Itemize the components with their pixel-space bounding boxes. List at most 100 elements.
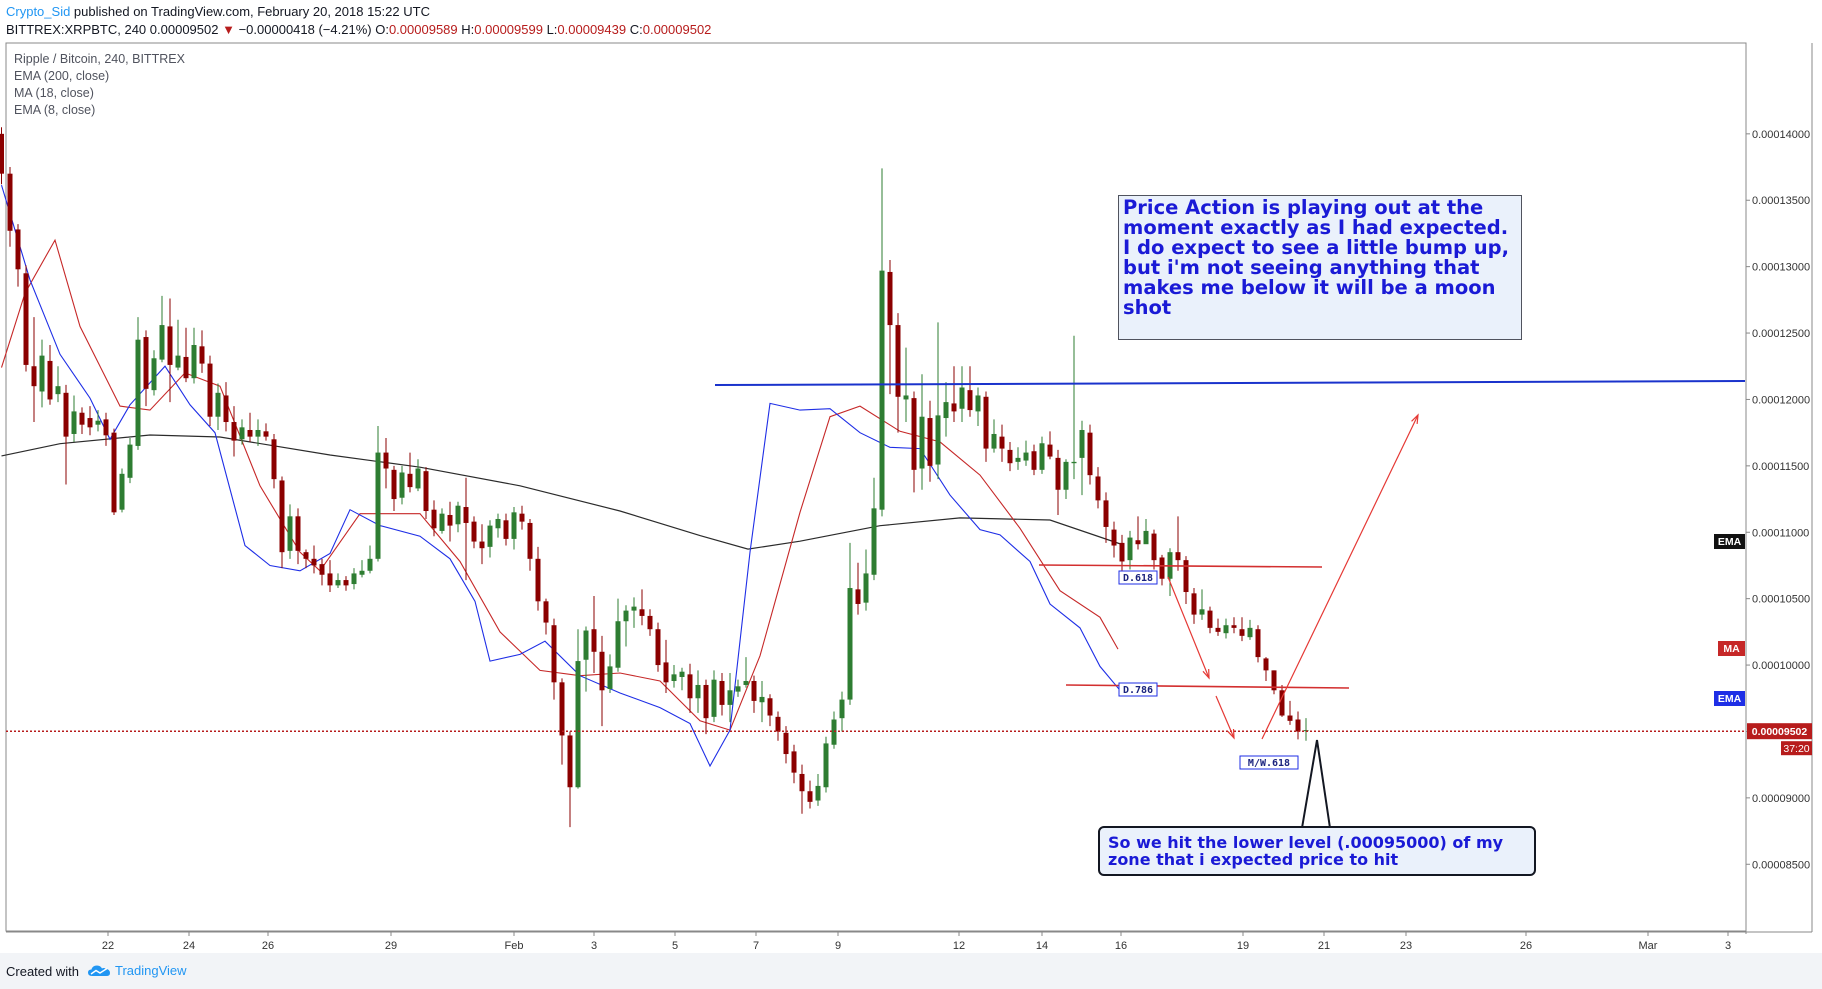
candle[interactable] [759, 680, 765, 723]
candle[interactable] [391, 465, 397, 512]
tradingview-link[interactable]: TradingView [87, 963, 187, 978]
candle[interactable] [1079, 420, 1085, 496]
candle[interactable] [455, 501, 461, 533]
candle[interactable] [1143, 518, 1149, 545]
candle[interactable] [367, 545, 373, 574]
candle[interactable] [23, 265, 29, 372]
candle[interactable] [1111, 521, 1117, 558]
candle[interactable] [159, 295, 165, 363]
candle[interactable] [655, 622, 661, 672]
candle[interactable] [39, 339, 45, 408]
candle[interactable] [839, 691, 845, 732]
candle[interactable] [1247, 619, 1253, 640]
candle[interactable] [1087, 424, 1093, 485]
candle[interactable] [327, 560, 333, 593]
candle[interactable] [863, 549, 869, 611]
candle[interactable] [1271, 670, 1277, 695]
candle[interactable] [335, 573, 341, 589]
candle[interactable] [1255, 625, 1261, 663]
candle[interactable] [575, 629, 581, 789]
candle[interactable] [959, 366, 965, 423]
candle[interactable] [63, 384, 69, 485]
candle[interactable] [727, 673, 733, 723]
candle[interactable] [983, 391, 989, 462]
candle[interactable] [503, 513, 509, 546]
candle[interactable] [847, 542, 853, 705]
candle[interactable] [1279, 684, 1285, 717]
candle[interactable] [631, 597, 637, 628]
candle[interactable] [127, 437, 133, 484]
candle[interactable] [271, 433, 277, 489]
candle[interactable] [1207, 606, 1213, 634]
projection-arrow-up[interactable] [1261, 413, 1419, 740]
candle[interactable] [167, 298, 173, 403]
candle[interactable] [927, 400, 933, 482]
candle[interactable] [911, 391, 917, 493]
candle[interactable] [567, 731, 573, 828]
candle[interactable] [791, 744, 797, 784]
candle[interactable] [535, 546, 541, 611]
candle[interactable] [975, 387, 981, 427]
candle[interactable] [583, 626, 589, 692]
candle[interactable] [351, 568, 357, 590]
candle[interactable] [1015, 447, 1021, 470]
candle[interactable] [1199, 589, 1205, 620]
candle[interactable] [279, 476, 285, 569]
candle[interactable] [783, 726, 789, 764]
candle[interactable] [15, 224, 21, 287]
candle[interactable] [1071, 335, 1077, 480]
candle[interactable] [135, 317, 141, 450]
candle[interactable] [647, 609, 653, 636]
candle[interactable] [479, 524, 485, 565]
candle[interactable] [1095, 467, 1101, 509]
candle[interactable] [799, 764, 805, 814]
candle[interactable] [239, 419, 245, 445]
ma18-line[interactable] [0, 238, 1119, 731]
candle[interactable] [303, 549, 309, 569]
current-price-tag[interactable]: 0.00009502 [1747, 723, 1812, 740]
candle[interactable] [1047, 431, 1053, 460]
candle[interactable] [359, 560, 365, 578]
candle[interactable] [1103, 492, 1109, 543]
candle[interactable] [687, 663, 693, 713]
candle[interactable] [1055, 449, 1061, 515]
chart-pane[interactable] [5, 42, 1747, 932]
candle[interactable] [1151, 529, 1157, 570]
candle[interactable] [1263, 657, 1269, 681]
candle[interactable] [407, 452, 413, 493]
candle[interactable] [431, 500, 437, 537]
candle[interactable] [1127, 530, 1133, 570]
candle[interactable] [1063, 459, 1069, 500]
candle[interactable] [711, 670, 717, 723]
candle[interactable] [679, 667, 685, 691]
candle[interactable] [247, 412, 253, 442]
candle[interactable] [103, 412, 109, 446]
candle[interactable] [47, 344, 53, 405]
candle[interactable] [151, 350, 157, 396]
candle[interactable] [495, 513, 501, 538]
candle[interactable] [719, 673, 725, 716]
candle[interactable] [671, 665, 677, 688]
candle[interactable] [439, 508, 445, 534]
candle[interactable] [615, 598, 621, 672]
candle[interactable] [471, 516, 477, 549]
candle[interactable] [887, 260, 893, 395]
candle[interactable] [111, 428, 117, 515]
candle[interactable] [199, 330, 205, 373]
candle[interactable] [743, 657, 749, 688]
candle[interactable] [607, 654, 613, 693]
candle[interactable] [95, 410, 101, 432]
candle[interactable] [943, 382, 949, 437]
ema200-badge[interactable]: EMA [1714, 534, 1745, 549]
candle[interactable] [807, 780, 813, 809]
candle[interactable] [1223, 618, 1229, 639]
ma18-badge[interactable]: MA [1718, 641, 1745, 656]
candle[interactable] [935, 322, 941, 480]
candle[interactable] [663, 639, 669, 693]
candle[interactable] [311, 545, 317, 574]
candle[interactable] [735, 679, 741, 697]
candle[interactable] [79, 407, 85, 434]
candle[interactable] [551, 618, 557, 700]
candle[interactable] [951, 366, 957, 423]
candle[interactable] [871, 477, 877, 581]
